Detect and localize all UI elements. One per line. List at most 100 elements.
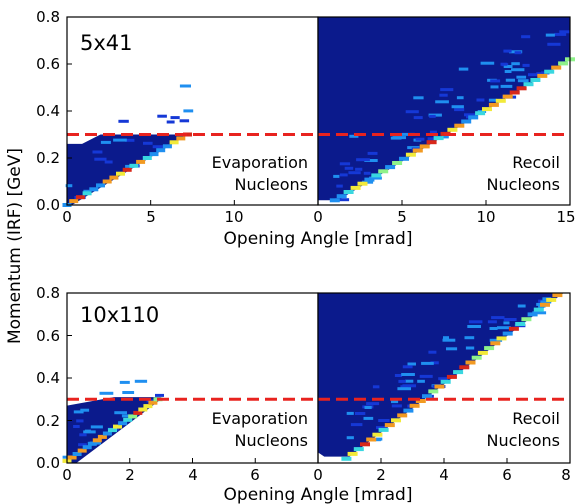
heatmap-cell (465, 346, 475, 350)
evaporation-label-line2-bottom: Nucleons (235, 431, 308, 450)
heatmap-cell (421, 361, 434, 365)
heatmap-ridge-cell (397, 413, 408, 418)
heatmap-ridge-cell (97, 434, 107, 439)
heatmap-ridge-cell (341, 456, 352, 461)
heatmap-cell (446, 347, 458, 351)
heatmap-ridge-cell (357, 181, 368, 186)
heatmap-ridge-cell (364, 177, 375, 182)
heatmap-5x41-evaporation (62, 84, 194, 207)
heatmap-cell (364, 159, 378, 162)
ytick-top-2: 0.4 (36, 102, 60, 120)
heatmap-cell (80, 408, 90, 412)
heatmap-cell (391, 400, 399, 404)
heatmap-ridge-cell (384, 423, 395, 428)
heatmap-ridge-cell (454, 123, 465, 128)
heatmap-ridge-cell (329, 198, 340, 203)
heatmap-cell (401, 373, 415, 376)
xtick-bottom-right-4: 8 (561, 466, 571, 484)
heatmap-cell (363, 416, 374, 420)
ytick-top-3: 0.6 (36, 55, 60, 73)
heatmap-ridge-cell (465, 360, 476, 365)
heatmap-cell (503, 318, 517, 321)
heatmap-cell (402, 365, 413, 369)
heatmap-cell (488, 98, 497, 102)
heatmap-ridge-cell (509, 90, 520, 95)
xtick-bottom-right-0: 0 (313, 466, 323, 484)
heatmap-cell (554, 32, 567, 36)
heatmap-cell (355, 167, 363, 171)
heatmap-cell (559, 30, 570, 34)
heatmap-cell (391, 404, 402, 408)
heatmap-cell (503, 49, 512, 53)
heatmap-cell (397, 387, 411, 391)
heatmap-cell (427, 137, 434, 141)
heatmap-cell (413, 116, 423, 120)
heatmap-ridge-cell (372, 432, 383, 437)
heatmap-cell (442, 135, 449, 139)
heatmap-cell (435, 100, 449, 104)
heatmap-ridge-cell (138, 407, 148, 412)
heatmap-ridge-cell (544, 69, 555, 74)
heatmap-ridge-cell (169, 140, 179, 145)
heatmap-region (318, 293, 564, 457)
heatmap-ridge-cell (523, 82, 534, 87)
heatmap-ridge-cell (109, 175, 119, 180)
heatmap-cell (497, 326, 511, 330)
heatmap-cell (333, 174, 340, 178)
heatmap-ridge-cell (508, 326, 519, 331)
heatmap-cell (517, 79, 529, 83)
heatmap-ridge-cell (89, 187, 99, 192)
heatmap-cell (522, 63, 530, 67)
heatmap-ridge-cell (412, 148, 423, 153)
heatmap-ridge-cell (403, 408, 414, 413)
heatmap-cell (480, 61, 495, 65)
heatmap-ridge-cell (353, 447, 364, 452)
heatmap-cell (429, 130, 437, 134)
heatmap-cell (500, 84, 513, 88)
heatmap-ridge-cell (162, 144, 172, 149)
recoil-label-line1-top: Recoil (512, 153, 560, 172)
heatmap-ridge-cell (540, 302, 550, 307)
heatmap-cell (505, 78, 515, 82)
heatmap-ridge-cell (477, 350, 488, 355)
heatmap-ridge-cell (385, 165, 396, 170)
heatmap-ridge-cell (422, 394, 432, 399)
heatmap-ridge-cell (360, 442, 370, 447)
ytick-bottom-4: 0.8 (36, 284, 60, 302)
xtick-bottom-left-3: 6 (250, 466, 260, 484)
heatmap-ridge-cell (468, 115, 479, 120)
heatmap-cell (104, 160, 113, 164)
heatmap-cell (143, 141, 153, 145)
x-axis-title-bottom: Opening Angle [mrad] (224, 485, 413, 504)
heatmap-cell (430, 361, 439, 365)
heatmap-ridge-cell (433, 136, 444, 141)
heatmap-cell (428, 350, 437, 354)
heatmap-cell (429, 114, 436, 118)
heatmap-cell (369, 176, 382, 180)
heatmap-ridge-cell (118, 421, 128, 426)
heatmap-ridge-cell (102, 179, 112, 184)
heatmap-cell (79, 433, 87, 437)
heatmap-cell (346, 436, 354, 440)
heatmap-10x110-evaporation (62, 379, 164, 463)
heatmap-cell (417, 379, 425, 383)
heatmap-cell (99, 391, 114, 395)
heatmap-ridge-cell (123, 417, 133, 422)
heatmap-ridge-cell (156, 148, 166, 153)
heatmap-cell (65, 184, 73, 188)
heatmap-cell (516, 75, 527, 79)
heatmap-ridge-cell (96, 183, 105, 188)
evaporation-label-line1-top: Evaporation (212, 153, 308, 172)
heatmap-ridge-cell (415, 399, 426, 403)
heatmap-cell (364, 406, 372, 409)
heatmap-cell (547, 42, 561, 46)
heatmap-cell (392, 136, 406, 140)
heatmap-ridge-cell (551, 65, 562, 70)
xtick-bottom-left-1: 2 (125, 466, 135, 484)
heatmap-cell (400, 385, 409, 389)
heatmap-cell (503, 65, 513, 68)
heatmap-ridge-cell (459, 365, 470, 370)
ytick-bottom-0: 0.0 (36, 454, 60, 472)
recoil-label-line1-bottom: Recoil (512, 409, 560, 428)
